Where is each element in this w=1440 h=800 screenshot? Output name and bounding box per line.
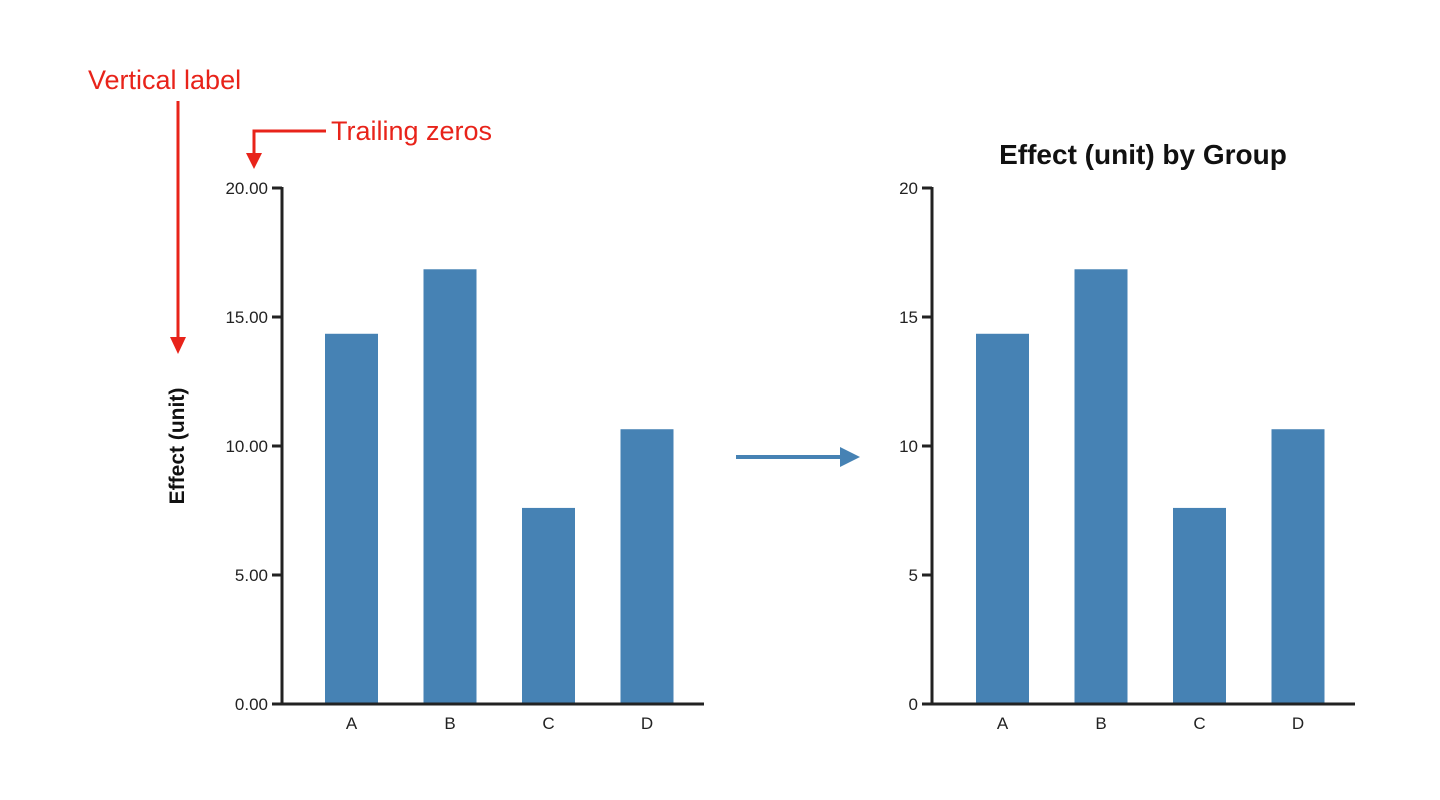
y-tick-label: 20: [899, 179, 918, 198]
bar-d: [620, 429, 674, 704]
annotation-vertical-label: Vertical label: [88, 65, 241, 95]
y-tick-label: 15.00: [225, 308, 268, 327]
bar-c: [1173, 507, 1226, 704]
y-tick-label: 5: [909, 566, 918, 585]
chart-right: A B C D 0 5 10 15 20 Effect (unit) by Group: [899, 139, 1355, 733]
x-tick-label: A: [346, 714, 358, 733]
chart-title: Effect (unit) by Group: [999, 139, 1287, 170]
y-tick-label: 20.00: [225, 179, 268, 198]
y-tick-label: 0.00: [235, 695, 268, 714]
bar-b: [423, 269, 477, 704]
y-axis-label: Effect (unit): [166, 388, 189, 505]
bar-a: [976, 333, 1029, 704]
x-tick-label: B: [1095, 714, 1106, 733]
vertical-label-arrow-icon: [170, 101, 186, 354]
annotation-trailing-zeros: Trailing zeros: [331, 116, 492, 146]
x-tick-label: C: [542, 714, 554, 733]
x-tick-label: D: [1292, 714, 1304, 733]
x-tick-label: A: [997, 714, 1009, 733]
y-tick-label: 10: [899, 437, 918, 456]
y-tick-label: 10.00: [225, 437, 268, 456]
x-tick-label: B: [444, 714, 455, 733]
bar-c: [522, 507, 575, 704]
y-tick-label: 5.00: [235, 566, 268, 585]
x-tick-label: C: [1193, 714, 1205, 733]
trailing-zeros-arrow-icon: [246, 129, 326, 169]
y-tick-label: 0: [909, 695, 918, 714]
y-tick-label: 15: [899, 308, 918, 327]
x-tick-label: D: [641, 714, 653, 733]
bar-d: [1271, 429, 1325, 704]
bar-a: [325, 333, 378, 704]
transform-arrow-icon: [736, 447, 860, 467]
bar-b: [1074, 269, 1128, 704]
chart-left: A B C D 0.00 5.00 10.00 15.00 20.00 Effect (unit): [166, 179, 704, 733]
